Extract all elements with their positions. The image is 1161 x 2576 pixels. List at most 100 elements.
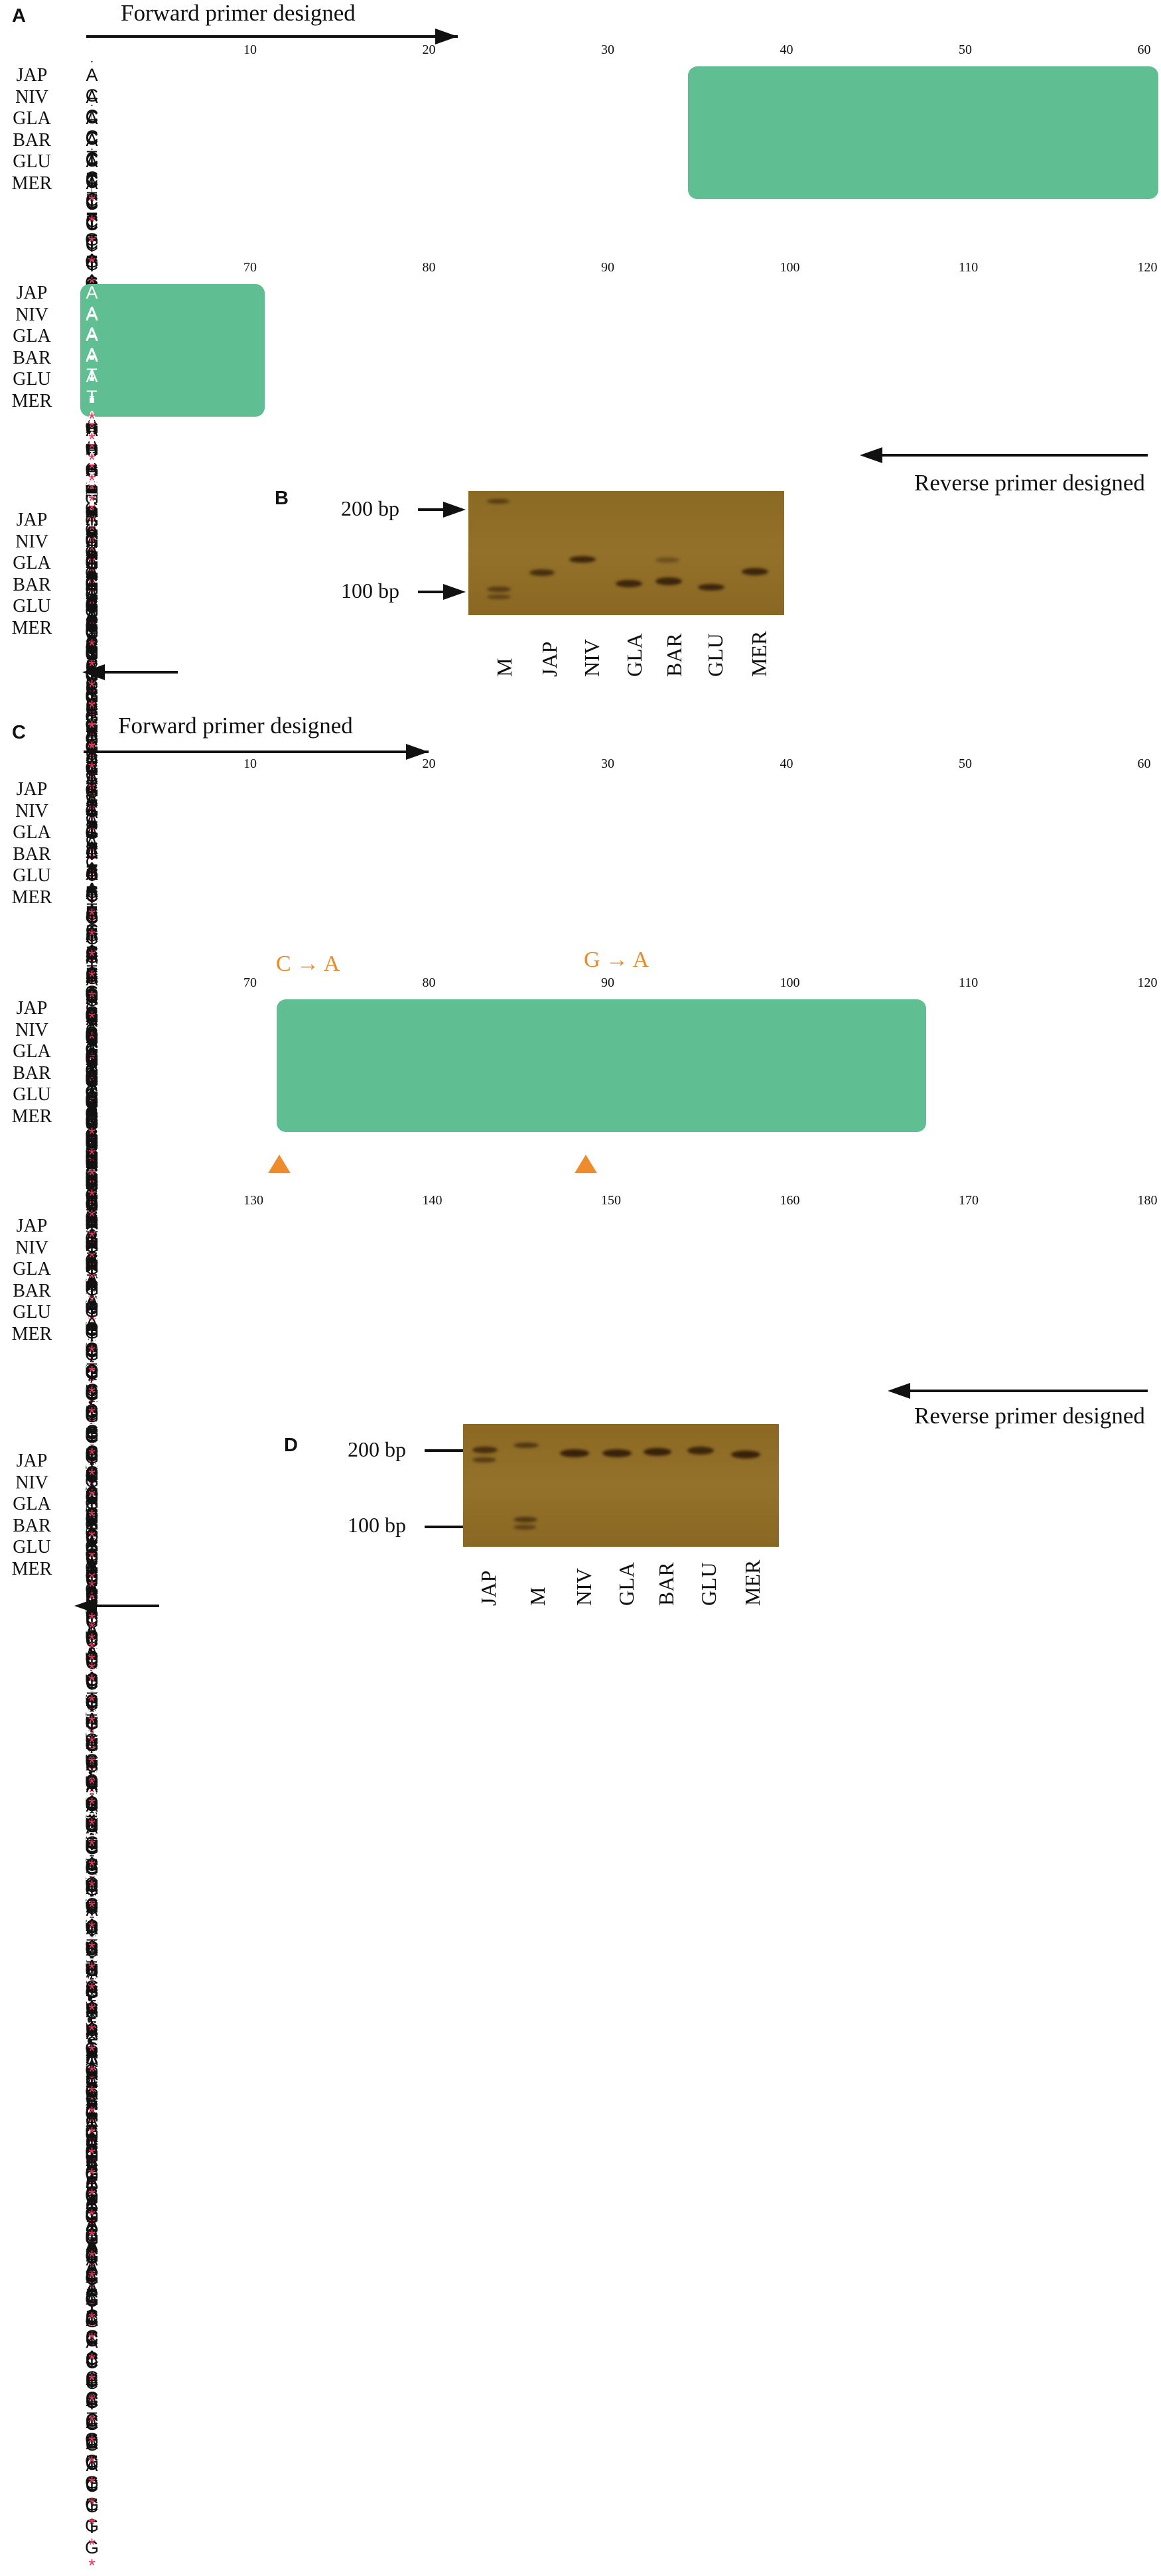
sequence-name: GLU <box>13 1537 51 1558</box>
gel-b-arrow-100 <box>418 591 444 593</box>
gel-band <box>655 557 679 563</box>
gel-lane-label: NIV <box>580 639 604 677</box>
sequence-name: GLA <box>13 822 51 843</box>
gel-band <box>616 580 642 587</box>
gel-lane-label: GLA <box>622 633 646 677</box>
ruler-tick-label: 120 <box>1137 975 1158 990</box>
gel-band <box>655 577 682 585</box>
gel-band <box>513 1525 536 1530</box>
gel-band <box>569 556 596 563</box>
sequence-row: TCTCCA <box>85 531 99 654</box>
gel-band <box>560 1449 589 1457</box>
ruler-tick-label: 20 <box>422 42 436 57</box>
ruler-tick-label: 110 <box>959 260 979 275</box>
sequence-row: TCTCCA <box>85 510 99 632</box>
sequence-name: BAR <box>13 129 51 151</box>
sequence-row: AAAATAAAATGAGCTACTTCAGTATTTAAATCATGCGAAT… <box>84 304 99 1538</box>
sequence-name: MER <box>11 618 52 638</box>
ruler-tick-label: 150 <box>601 1193 622 1208</box>
gel-band <box>644 1448 671 1456</box>
gel-band <box>472 1447 498 1453</box>
mutation-marker-2-icon <box>575 1155 597 1173</box>
ruler-tick-label: 100 <box>780 975 800 990</box>
ruler-tick-label: 160 <box>780 1193 800 1208</box>
sequence-name: MER <box>11 1324 52 1344</box>
mutation-label-1: C → A <box>276 952 340 976</box>
gel-band <box>698 584 724 591</box>
gel-band <box>529 569 555 576</box>
ruler-tick-label: 180 <box>1137 1193 1158 1208</box>
sequence-name: NIV <box>15 86 48 107</box>
ruler-tick-label: 70 <box>243 260 257 275</box>
sequence-name: MER <box>11 1106 52 1127</box>
sequence-name: MER <box>11 887 52 908</box>
gel-b-arrowhead-200-icon <box>443 502 466 518</box>
ruler-tick-label: 90 <box>601 975 615 990</box>
sequence-name: MER <box>11 173 52 194</box>
reverse-arrowhead-a2-icon <box>82 664 105 680</box>
sequence-name: JAP <box>16 65 48 86</box>
gel-d-arrow-100 <box>425 1526 468 1528</box>
mutation-label-2: G → A <box>584 948 649 972</box>
sequence-name: JAP <box>16 510 48 530</box>
ruler-tick-label: 70 <box>243 975 257 990</box>
ruler-tick-label: 140 <box>422 1193 443 1208</box>
gel-d-arrow-200 <box>425 1449 468 1452</box>
sequence-name: NIV <box>15 304 48 325</box>
gel-lane-label: BAR <box>662 633 686 677</box>
ruler-tick-label: 30 <box>601 42 615 57</box>
gel-b-marker-100: 100 bp <box>341 579 399 603</box>
sequence-row: TCTCCA <box>85 574 99 697</box>
reverse-primer-arrow-c <box>910 1390 1148 1392</box>
gel-lane-label: NIV <box>572 1568 596 1606</box>
sequence-name: NIV <box>15 800 48 822</box>
gel-b-arrowhead-100-icon <box>443 584 466 600</box>
sequence-row: TGAAA <box>84 1451 99 1553</box>
panel-label-a: A <box>12 5 26 27</box>
ruler-tick-label: 80 <box>422 260 436 275</box>
sequence-name: GLA <box>13 1041 51 1062</box>
ruler-tick-label: 110 <box>959 975 979 990</box>
sequence-name: GLA <box>13 553 51 574</box>
panel-label-c: C <box>12 722 26 743</box>
conservation-row: ****** <box>88 635 96 758</box>
gel-lane-label: GLU <box>697 1562 720 1606</box>
sequence-name: GLA <box>13 1494 51 1515</box>
sequence-name: GLU <box>13 865 51 887</box>
gel-lane-label: JAP <box>537 641 561 677</box>
sequence-name: GLU <box>13 369 51 390</box>
sequence-row: ----------GAGCTACTTCAGTATTTAAATCATGCGAAT… <box>84 326 99 1560</box>
ruler-tick-label: 10 <box>243 42 257 57</box>
highlight-region <box>80 284 265 417</box>
ruler-dots: ....| <box>90 1437 94 1509</box>
sequence-row: AAAAT-----GAGCTACTTCAGTATTTAAATCATGCGAAT… <box>84 283 99 1516</box>
gel-band <box>687 1447 714 1455</box>
conservation-row: ****************************************… <box>88 408 96 1437</box>
ruler-tick-label: 80 <box>422 975 436 990</box>
forward-primer-label-a: Forward primer designed <box>121 0 356 26</box>
sequence-row: ACCCTCTTGAAAACCAGAAAGAATTGTGCTATACAAAAAT… <box>84 108 99 1240</box>
sequence-name: MER <box>11 1559 52 1579</box>
sequence-name: GLU <box>13 151 51 173</box>
ruler-tick-label: 100 <box>780 260 800 275</box>
gel-lane-label: MER <box>740 1559 764 1606</box>
ruler-tick-label: 40 <box>780 756 793 771</box>
reverse-arrowhead-a-icon <box>860 447 882 463</box>
ruler-tick-label: 120 <box>1137 260 1158 275</box>
forward-primer-arrow-a <box>86 35 458 38</box>
gel-image-d <box>463 1424 779 1547</box>
reverse-primer-arrow-a2 <box>105 671 178 674</box>
gel-lane-label: BAR <box>654 1562 678 1606</box>
sequence-name: GLA <box>13 1259 51 1280</box>
panel-label-d: D <box>284 1435 298 1456</box>
reverse-arrowhead-c-icon <box>888 1383 910 1399</box>
ruler-tick-label: 130 <box>243 1193 264 1208</box>
gel-band <box>487 499 510 504</box>
sequence-name: GLU <box>13 596 51 617</box>
ruler-tick-label: 170 <box>959 1193 979 1208</box>
sequence-name: GLA <box>13 326 51 347</box>
forward-arrowhead-a-icon <box>435 29 458 44</box>
gel-band <box>487 595 511 599</box>
ruler-tick-label: 40 <box>780 42 793 57</box>
sequence-name: JAP <box>16 283 48 303</box>
